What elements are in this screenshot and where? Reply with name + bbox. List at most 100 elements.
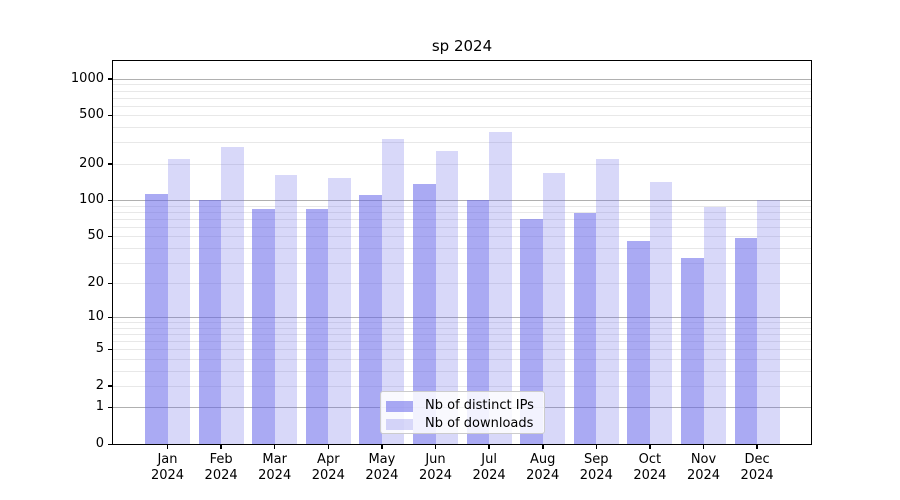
minor-grid-line [113, 97, 811, 99]
y-tick-mark [108, 163, 113, 165]
major-grid-line [113, 317, 811, 319]
bar-downloads [596, 158, 619, 444]
legend-swatch-distinct-ips [386, 400, 413, 412]
x-tick-mark [381, 444, 383, 449]
x-tick-label: May 2024 [365, 452, 399, 483]
x-tick-label: Oct 2024 [633, 452, 667, 483]
minor-grid-line [113, 163, 811, 165]
bar-distinct-ips [573, 213, 597, 444]
y-tick-label: 2 [95, 377, 104, 393]
x-tick-label: Jul 2024 [472, 452, 506, 483]
minor-grid-line [113, 334, 811, 336]
bar-downloads [274, 174, 298, 444]
y-tick-label: 20 [87, 275, 104, 291]
x-tick-mark [542, 444, 544, 449]
minor-grid-line [113, 370, 811, 372]
y-tick-label: 0 [95, 436, 104, 451]
bar-downloads [167, 158, 190, 444]
bar-distinct-ips [413, 183, 436, 444]
y-tick-mark [108, 443, 113, 445]
bar-distinct-ips [359, 195, 382, 444]
bar-distinct-ips [252, 209, 275, 444]
x-tick-mark [756, 444, 758, 449]
y-tick-label: 100 [79, 192, 104, 207]
y-tick-mark [108, 348, 113, 351]
minor-grid-line [113, 115, 811, 117]
bar-distinct-ips [681, 257, 704, 444]
x-tick-label: Nov 2024 [686, 452, 721, 483]
minor-grid-line [113, 84, 811, 86]
minor-grid-line [113, 127, 811, 129]
x-tick-label: Feb 2024 [204, 452, 238, 483]
minor-grid-line [113, 211, 811, 213]
minor-grid-line [113, 247, 811, 249]
x-tick-label: Mar 2024 [258, 452, 292, 483]
y-tick-label: 5 [95, 341, 104, 357]
x-tick-label: Jun 2024 [418, 452, 453, 483]
y-tick-mark [108, 385, 113, 387]
minor-grid-line [113, 205, 811, 207]
y-tick-mark [108, 78, 113, 80]
legend: Nb of distinct IPs Nb of downloads [380, 391, 545, 434]
minor-grid-line [113, 236, 811, 238]
x-tick-mark [166, 444, 169, 449]
minor-grid-line [113, 283, 811, 285]
x-tick-label: Jan 2024 [150, 452, 185, 483]
bar-downloads [489, 131, 512, 444]
minor-grid-line [113, 105, 811, 107]
minor-grid-line [113, 327, 811, 329]
x-tick-label: Apr 2024 [311, 452, 345, 483]
bar-distinct-ips [627, 240, 650, 444]
major-grid-line [113, 78, 811, 80]
minor-grid-line [113, 142, 811, 144]
x-tick-mark [327, 444, 330, 449]
bar-distinct-ips [520, 219, 543, 444]
y-tick-mark [108, 406, 113, 409]
y-tick-label: 1 [95, 399, 104, 415]
y-tick-label: 500 [79, 107, 104, 123]
minor-grid-line [113, 341, 811, 343]
minor-grid-line [113, 358, 811, 360]
legend-label-distinct-ips: Nb of distinct IPs [425, 398, 534, 413]
x-tick-mark [595, 444, 597, 449]
legend-label-downloads: Nb of downloads [425, 416, 534, 431]
y-tick-label: 200 [79, 155, 104, 171]
major-grid-line [113, 200, 811, 201]
minor-grid-line [113, 218, 811, 220]
bar-distinct-ips [198, 200, 222, 444]
x-tick-label: Sep 2024 [579, 452, 613, 483]
minor-grid-line [113, 322, 811, 324]
bar-downloads [542, 173, 566, 444]
bar-distinct-ips [305, 208, 329, 444]
bar-downloads [703, 206, 726, 444]
bar-downloads [328, 178, 351, 444]
y-tick-mark [108, 316, 113, 319]
x-tick-mark [220, 444, 222, 449]
legend-item-downloads: Nb of downloads [386, 416, 540, 432]
x-tick-mark [488, 444, 490, 449]
x-tick-mark [273, 444, 276, 449]
bar-distinct-ips [145, 193, 168, 444]
bar-downloads [381, 138, 405, 444]
minor-grid-line [113, 90, 811, 92]
minor-grid-line [113, 262, 811, 264]
minor-grid-line [113, 385, 811, 387]
chart-title: sp 2024 [431, 37, 493, 55]
y-tick-mark [108, 199, 113, 201]
plot-area [112, 60, 812, 445]
y-tick-mark [108, 114, 113, 117]
legend-item-distinct-ips: Nb of distinct IPs [386, 398, 540, 414]
bar-downloads [757, 200, 780, 444]
bar-distinct-ips [734, 238, 758, 444]
x-tick-mark [702, 444, 705, 449]
minor-grid-line [113, 349, 811, 351]
bar-downloads [435, 150, 458, 444]
y-tick-label: 10 [87, 309, 104, 325]
y-tick-label: 1000 [70, 70, 104, 86]
bar-distinct-ips [466, 200, 490, 444]
y-tick-mark [108, 235, 113, 238]
legend-swatch-downloads [386, 418, 413, 430]
y-tick-mark [108, 282, 113, 285]
bar-downloads [649, 181, 673, 444]
